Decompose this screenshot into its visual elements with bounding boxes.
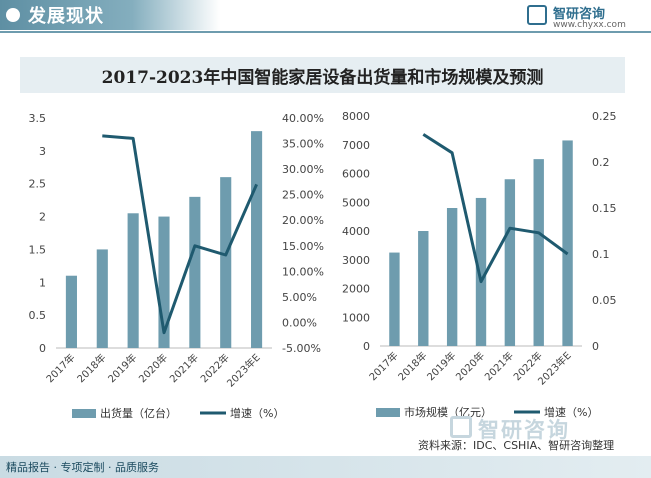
source-note: 资料来源：IDC、CSHIA、智研咨询整理 — [418, 439, 615, 452]
brand-url: www.chyxx.com — [553, 20, 626, 30]
x-axis-tick-label: 2017年 — [366, 349, 400, 383]
bar — [96, 249, 108, 348]
bar — [475, 197, 487, 346]
right-axis-tick-label: 0.25 — [592, 110, 617, 123]
bar — [127, 213, 139, 348]
left-axis-tick-label: 1 — [39, 276, 46, 289]
left-axis-tick-label: 0 — [363, 340, 370, 353]
right-axis-tick-label: -5.00% — [282, 342, 321, 355]
left-axis-tick-label: 3000 — [342, 254, 370, 267]
left-axis-tick-label: 1.5 — [29, 243, 47, 256]
right-axis-tick-label: 35.00% — [282, 138, 324, 151]
left-axis-tick-label: 0.5 — [29, 309, 47, 322]
right-axis-tick-label: 5.00% — [282, 291, 317, 304]
bar — [533, 159, 544, 346]
bar — [251, 131, 263, 348]
growth-line — [422, 133, 569, 284]
left-axis-tick-label: 6000 — [342, 168, 370, 181]
header-divider — [0, 31, 651, 33]
legend-swatch-bar — [376, 408, 400, 417]
x-axis-tick-label: 2021年 — [482, 349, 516, 383]
legend-label-bar: 出货量（亿台） — [100, 406, 177, 420]
brand-mark-icon — [527, 5, 547, 25]
right-axis-tick-label: 0.2 — [592, 156, 610, 169]
right-axis-tick-label: 0.00% — [282, 316, 317, 329]
brand-logo: 智研咨询 www.chyxx.com — [527, 2, 637, 32]
x-axis-tick-label: 2017年 — [43, 351, 77, 385]
left-axis-tick-label: 3.5 — [29, 112, 47, 125]
right-axis-tick-label: 0.05 — [592, 294, 617, 307]
brand-name: 智研咨询 — [553, 7, 606, 22]
left-axis-tick-label: 4000 — [342, 225, 370, 238]
header-banner: 发展现状 — [0, 0, 220, 30]
bar — [65, 275, 77, 348]
x-axis-tick-label: 2020年 — [136, 351, 170, 385]
right-axis-tick-label: 0.1 — [592, 248, 610, 261]
bar — [389, 252, 400, 346]
x-axis-tick-label: 2018年 — [395, 349, 429, 383]
left-axis-tick-label: 5000 — [342, 196, 370, 209]
right-axis-tick-label: 0 — [592, 340, 599, 353]
left-axis-tick-label: 1000 — [342, 311, 370, 324]
chart-title: 2017-2023年中国智能家居设备出货量和市场规模及预测 — [101, 68, 544, 88]
left-axis-tick-label: 3 — [39, 145, 46, 158]
growth-line — [102, 134, 258, 335]
section-title: 发展现状 — [28, 6, 104, 27]
right-axis-tick-label: 15.00% — [282, 240, 324, 253]
market-size-chart: 0 1000 2000 3000 4000 5000 6000 7000 8000 0 0.05 0.… — [342, 110, 617, 419]
right-axis-tick-label: 20.00% — [282, 214, 324, 227]
x-axis-tick-label: 2020年 — [453, 349, 487, 383]
bar — [418, 231, 429, 346]
legend-swatch-bar — [72, 409, 96, 418]
x-axis-tick-label: 2019年 — [424, 349, 458, 383]
watermark-text: 智研咨询 — [478, 418, 570, 442]
bar — [189, 196, 201, 348]
header-bullet-icon — [6, 8, 20, 22]
right-axis-tick-label: 25.00% — [282, 189, 324, 202]
left-axis-tick-label: 0 — [39, 342, 46, 355]
legend-label-line: 增速（%） — [230, 406, 284, 420]
left-axis-tick-label: 2.5 — [29, 178, 47, 191]
right-axis-tick-label: 10.00% — [282, 265, 324, 278]
x-axis-tick-label: 2019年 — [105, 351, 139, 385]
bar — [158, 216, 170, 348]
watermark-logo-icon — [450, 416, 472, 438]
legend-label-line: 增速（%） — [544, 405, 598, 419]
right-axis-tick-label: 30.00% — [282, 163, 324, 176]
left-axis-tick-label: 2 — [39, 211, 46, 224]
footer-slogan: 精品报告 · 专项定制 · 品质服务 — [6, 461, 159, 474]
bar — [504, 179, 516, 346]
left-axis-tick-label: 2000 — [342, 283, 370, 296]
section-header: 发展现状 智研咨询 www.chyxx.com — [0, 0, 651, 34]
right-axis-tick-label: 40.00% — [282, 112, 324, 125]
chart-title-box: 2017-2023年中国智能家居设备出货量和市场规模及预测 — [20, 57, 625, 93]
bar — [446, 208, 458, 346]
right-axis-tick-label: 0.15 — [592, 202, 617, 215]
left-axis-tick-label: 7000 — [342, 139, 370, 152]
bar — [220, 177, 232, 348]
footer-bar: 精品报告 · 专项定制 · 品质服务 — [0, 456, 651, 478]
x-axis-tick-label: 2023年E — [224, 351, 263, 390]
left-axis-tick-label: 8000 — [342, 110, 370, 123]
shipment-chart: 0 0.5 1 1.5 2 2.5 3 3.5 -5.00% 0.00% 5.00% 10.00% 15… — [29, 112, 324, 420]
legend-label-bar: 市场规模（亿元） — [404, 405, 492, 419]
x-axis-tick-label: 2021年 — [167, 351, 201, 385]
x-axis-tick-label: 2018年 — [74, 351, 108, 385]
bar — [562, 140, 573, 346]
